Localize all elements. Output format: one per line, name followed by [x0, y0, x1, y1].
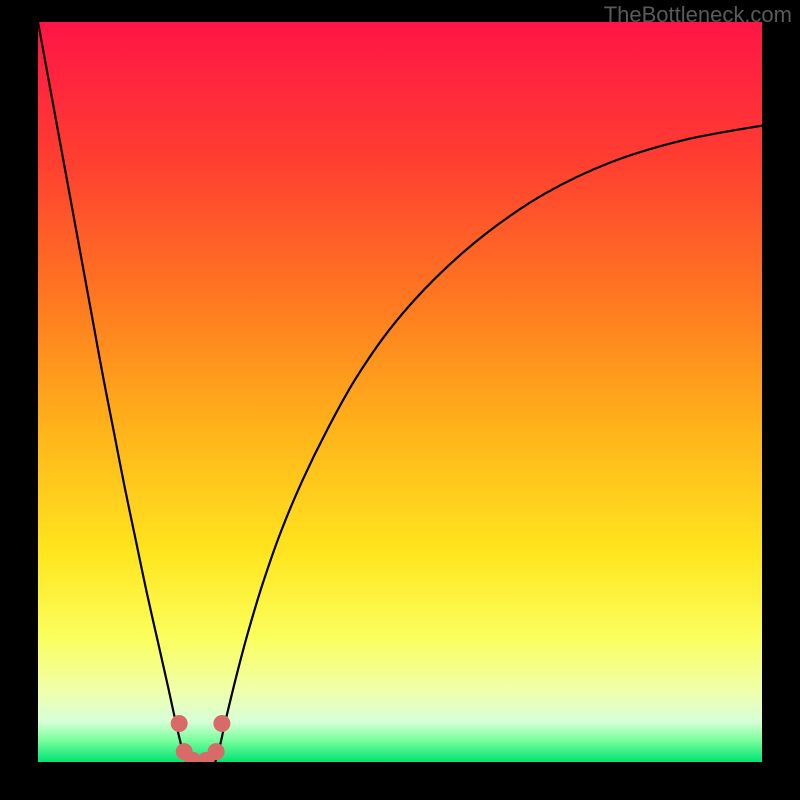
- dot-0: [171, 715, 188, 732]
- dot-5: [213, 715, 230, 732]
- chart-container: TheBottleneck.com: [0, 0, 800, 800]
- plot-area-background: [38, 22, 762, 762]
- dot-4: [208, 743, 225, 760]
- bottleneck-chart: [0, 0, 800, 800]
- watermark-text: TheBottleneck.com: [604, 2, 792, 28]
